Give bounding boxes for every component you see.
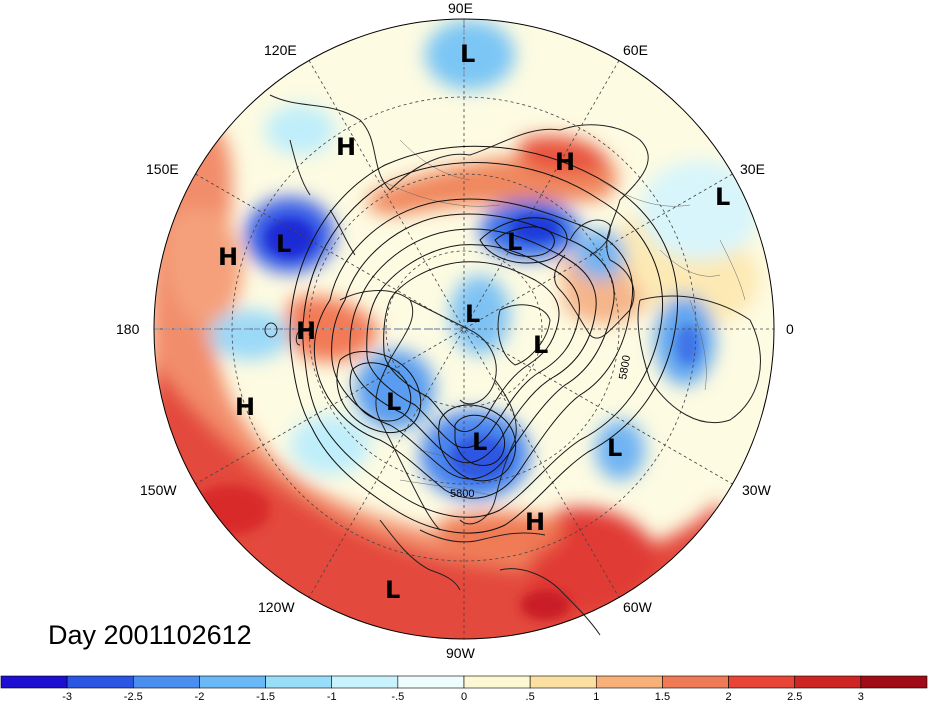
lon-label-30w: 30W [742, 482, 772, 498]
colorbar-tick-label: -.5 [391, 691, 404, 702]
height-contours [289, 145, 678, 534]
pressure-center-low: L [276, 230, 291, 258]
colorbar-swatch [860, 675, 928, 689]
colorbar-swatch [331, 675, 399, 689]
lon-label-90e: 90E [448, 0, 473, 16]
pressure-center-low: L [715, 183, 730, 211]
colorbar-tick-label: -2.5 [124, 691, 143, 702]
lon-label-60e: 60E [623, 42, 648, 58]
coastlines [264, 94, 761, 636]
lon-label-60w: 60W [623, 599, 653, 615]
lon-label-90w: 90W [446, 645, 476, 661]
pressure-center-high: H [235, 393, 255, 421]
pressure-center-low: L [507, 228, 522, 256]
colorbar-tick-label: -2 [195, 691, 205, 702]
pressure-center-high: H [336, 133, 356, 161]
colorbar-tick-label: 1.5 [655, 691, 670, 702]
colorbar-swatch [794, 675, 862, 689]
pressure-center-low: L [533, 331, 548, 359]
pressure-center-low: L [465, 300, 480, 328]
colorbar-tick-label: 2 [726, 691, 732, 702]
colorbar-swatch [265, 675, 333, 689]
colorbar-tick-label: -3 [62, 691, 72, 702]
colorbar-tick-label: -1 [327, 691, 337, 702]
contour-labels: 5800 5800 [450, 354, 633, 500]
colorbar-swatch [595, 675, 663, 689]
lon-label-150w: 150W [140, 482, 177, 498]
pressure-center-low: L [385, 576, 400, 604]
colorbar-tick-label: .5 [526, 691, 535, 702]
day-label: Day 2001102612 [48, 620, 252, 650]
lon-label-120e: 120E [264, 42, 297, 58]
colorbar-tick-label: 2.5 [787, 691, 802, 702]
contour-label: 5800 [617, 354, 633, 380]
colorbar-tick-label: 1 [593, 691, 599, 702]
colorbar-swatch [132, 675, 200, 689]
lon-label-180: 180 [116, 321, 140, 337]
colorbar-swatch [662, 675, 729, 689]
pressure-center-low: L [472, 428, 487, 456]
pressure-center-low: L [607, 434, 622, 462]
map-boundary [153, 18, 775, 640]
pressure-center-high: H [218, 243, 238, 271]
colorbar-swatch [66, 675, 134, 689]
borders [379, 139, 746, 496]
colorbar-swatch [0, 675, 68, 689]
pressure-centers: L H H L L L H H L L L H L L H L [218, 40, 730, 604]
lon-label-0: 0 [786, 321, 794, 337]
contour-label: 5800 [450, 488, 474, 500]
colorbar-swatch [463, 675, 531, 689]
lon-label-150e: 150E [146, 161, 179, 177]
longitude-labels: 90E 60E 30E 0 30W 60W 90W 120W 150W 180 … [116, 0, 794, 661]
pressure-center-low: L [386, 388, 401, 416]
pressure-center-high: H [525, 508, 545, 536]
colorbar-swatch [529, 675, 597, 689]
colorbar: -3 -2.5 -2 -1.5 -1 -.5 0 .5 1 1.5 2 2.5 3 [0, 675, 928, 702]
lon-label-30e: 30E [740, 161, 765, 177]
colorbar-tick-label: 3 [858, 691, 864, 702]
pressure-center-high: H [555, 148, 575, 176]
colorbar-swatch [397, 675, 465, 689]
reference-meridians [154, 19, 465, 330]
colorbar-tick-label: 0 [461, 691, 467, 702]
pressure-center-low: L [460, 40, 475, 68]
colorbar-swatch [728, 675, 796, 689]
anomaly-shading [154, 19, 774, 639]
pressure-center-high: H [296, 317, 316, 345]
colorbar-swatch [199, 675, 266, 689]
lon-label-120w: 120W [258, 599, 295, 615]
colorbar-tick-label: -1.5 [256, 691, 275, 702]
